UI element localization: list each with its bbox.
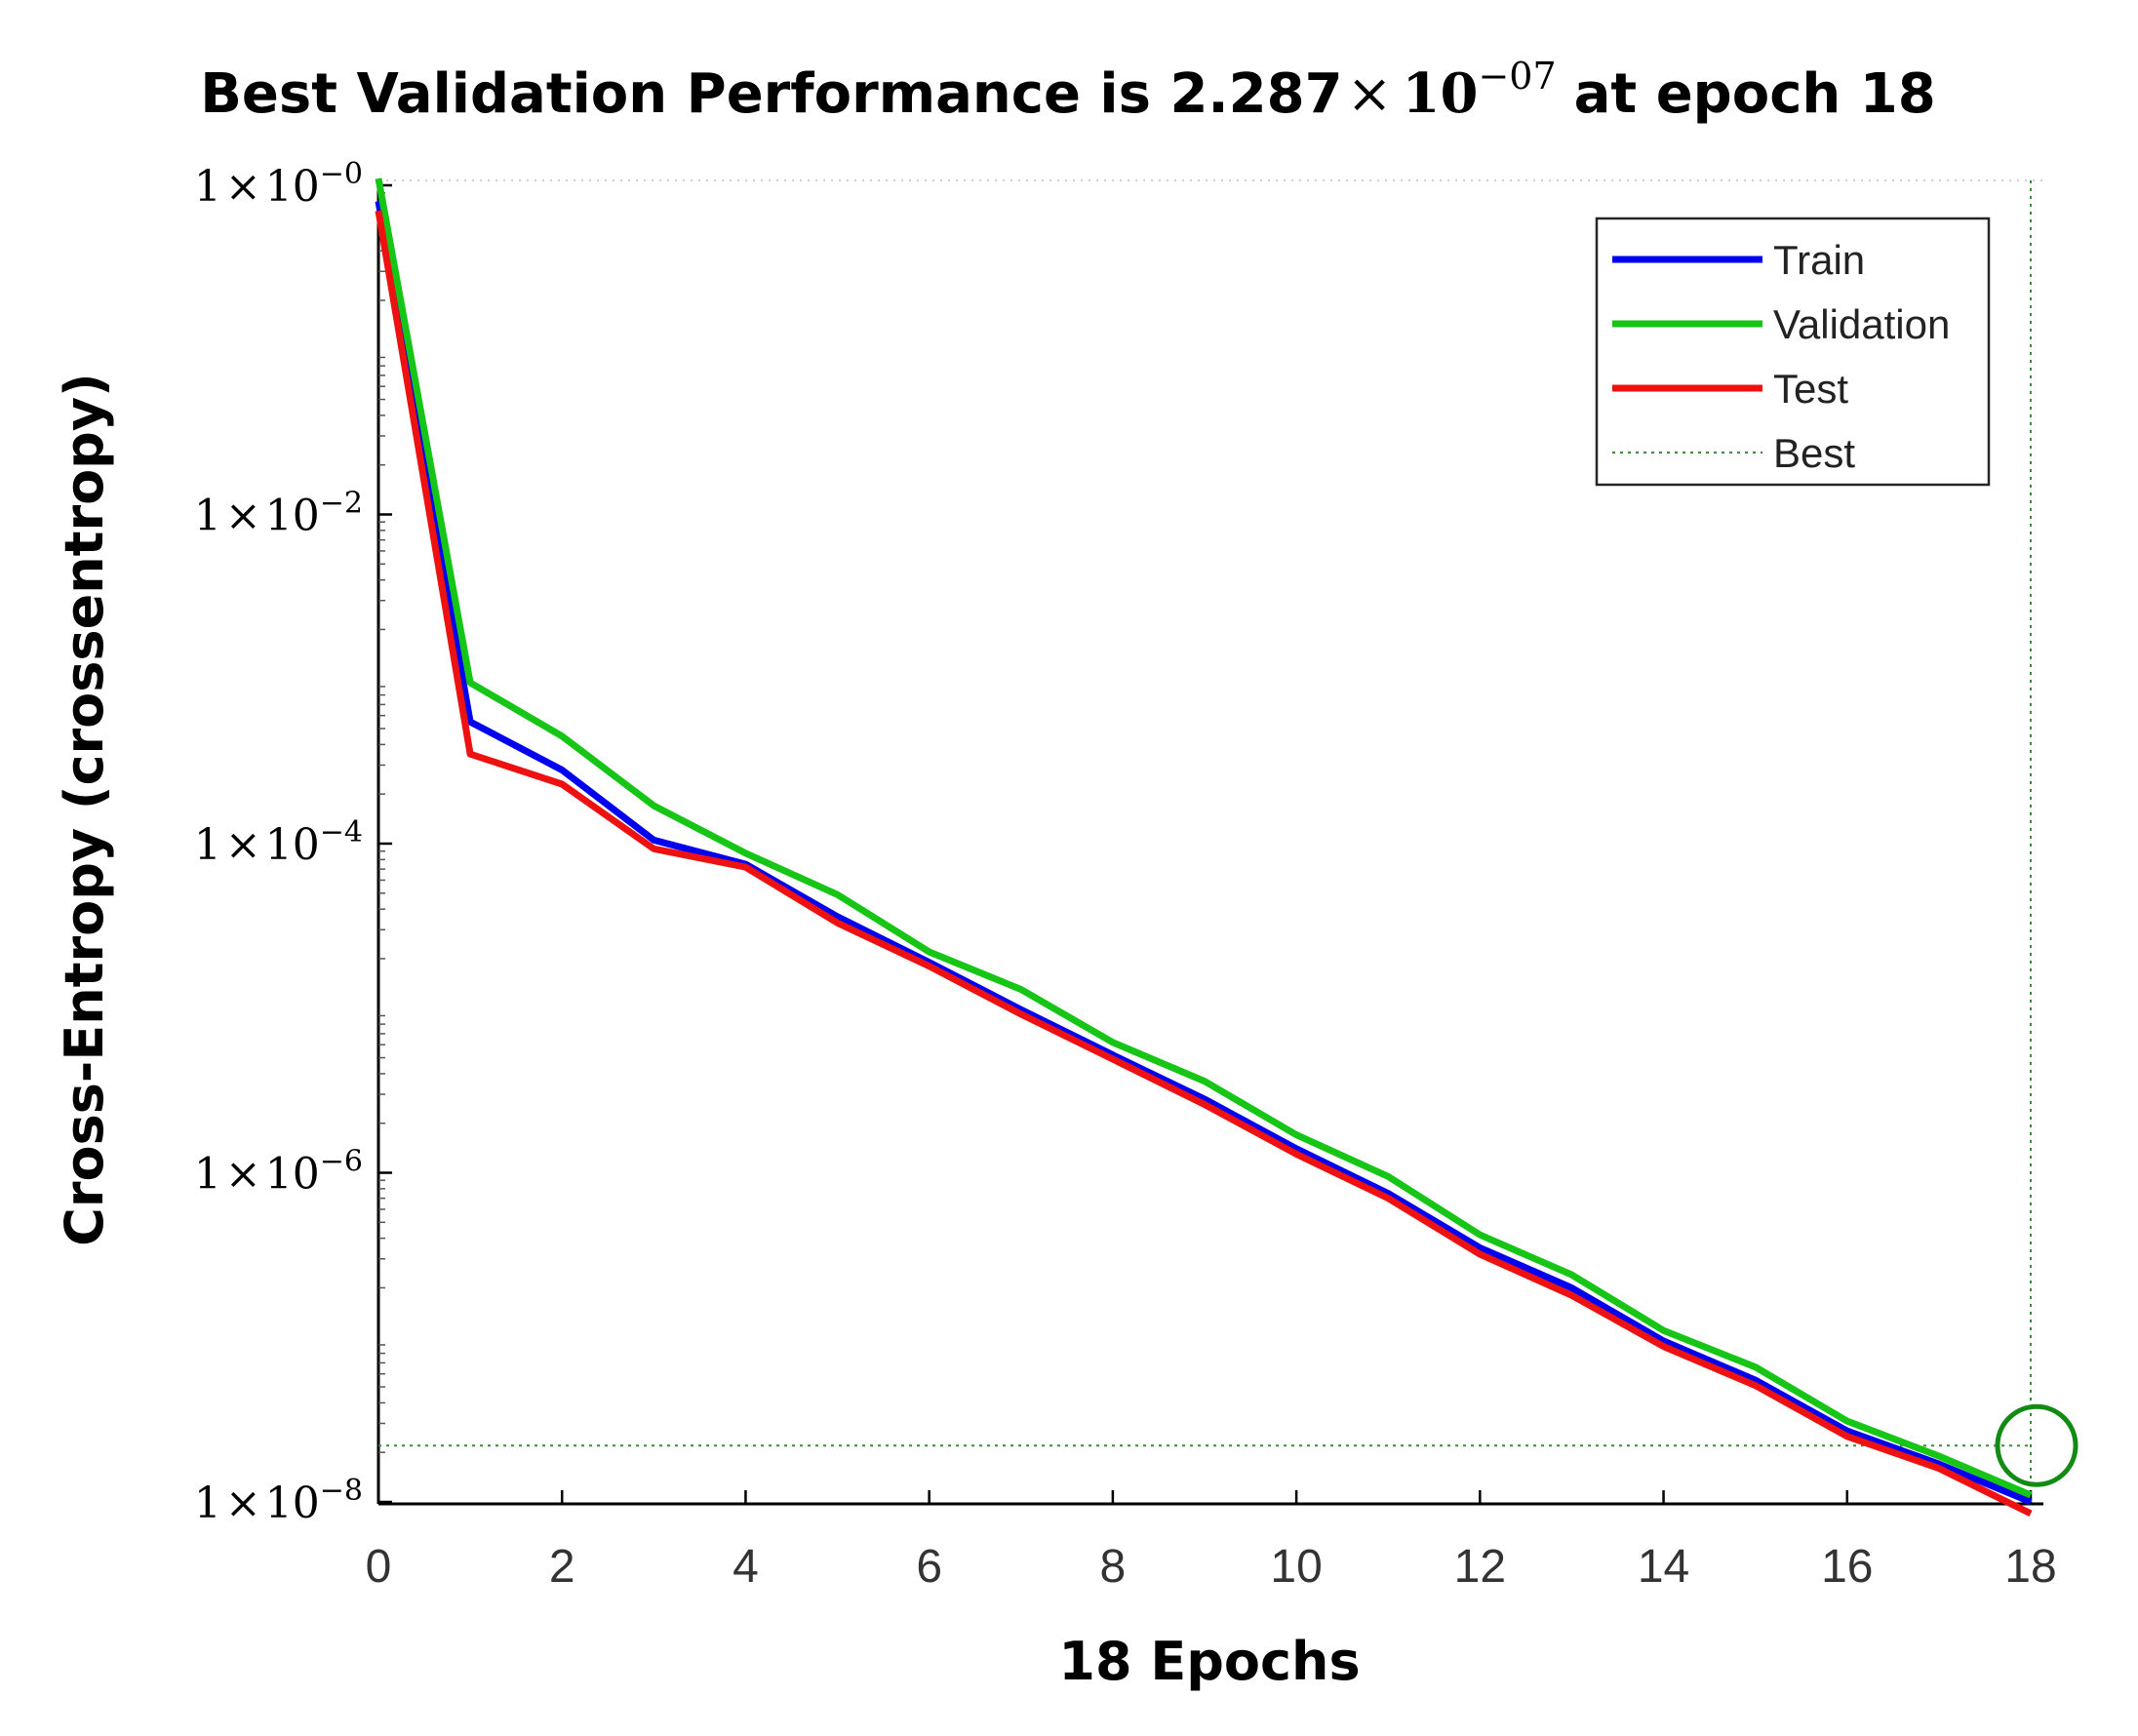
best-marker (1995, 1403, 2079, 1487)
series-line-train (375, 200, 2033, 1506)
legend-label-best: Best (1773, 430, 1855, 476)
y-axis-ticks: 1×10−0 1×10−2 1×10−4 1×10−6 1×10−8 (194, 157, 392, 1528)
plot-area (376, 179, 2043, 1506)
best-circle (1995, 1403, 2079, 1487)
x-tick-label: 2 (549, 1541, 575, 1593)
y-tick-label: 1×10−0 (194, 157, 363, 212)
legend-label-validation: Validation (1773, 301, 1950, 347)
y-axis-label: Cross-Entropy (crossentropy) (54, 373, 115, 1245)
x-tick-label: 12 (1454, 1541, 1506, 1593)
chart-title: Best Validation Performance is 2.287× 10−… (200, 55, 1935, 126)
x-tick-label: 8 (1100, 1541, 1127, 1593)
legend-label-test: Test (1773, 366, 1848, 412)
x-tick-label: 6 (916, 1541, 942, 1593)
x-tick-label: 18 (2004, 1541, 2056, 1593)
x-tick-label: 10 (1270, 1541, 1322, 1593)
x-axis-ticks: 0 2 4 6 8 10 12 14 16 18 (366, 1490, 2057, 1593)
y-tick-label: 1×10−8 (194, 1474, 363, 1528)
x-tick-label: 14 (1638, 1541, 1689, 1593)
series-line-test (375, 210, 2033, 1518)
best-marker-lines (378, 180, 2032, 1504)
series-lines (375, 178, 2033, 1518)
x-axis-label: 18 Epochs (1058, 1631, 1360, 1692)
y-tick-label: 1×10−2 (194, 487, 363, 541)
x-tick-label: 4 (732, 1541, 759, 1593)
legend: Train Validation Test Best (1595, 217, 1991, 487)
y-tick-label: 1×10−6 (194, 1145, 363, 1200)
x-tick-label: 0 (366, 1541, 392, 1593)
y-tick-label: 1×10−4 (194, 815, 363, 870)
legend-label-train: Train (1773, 237, 1865, 283)
x-tick-label: 16 (1821, 1541, 1873, 1593)
series-line-validation (375, 178, 2033, 1499)
